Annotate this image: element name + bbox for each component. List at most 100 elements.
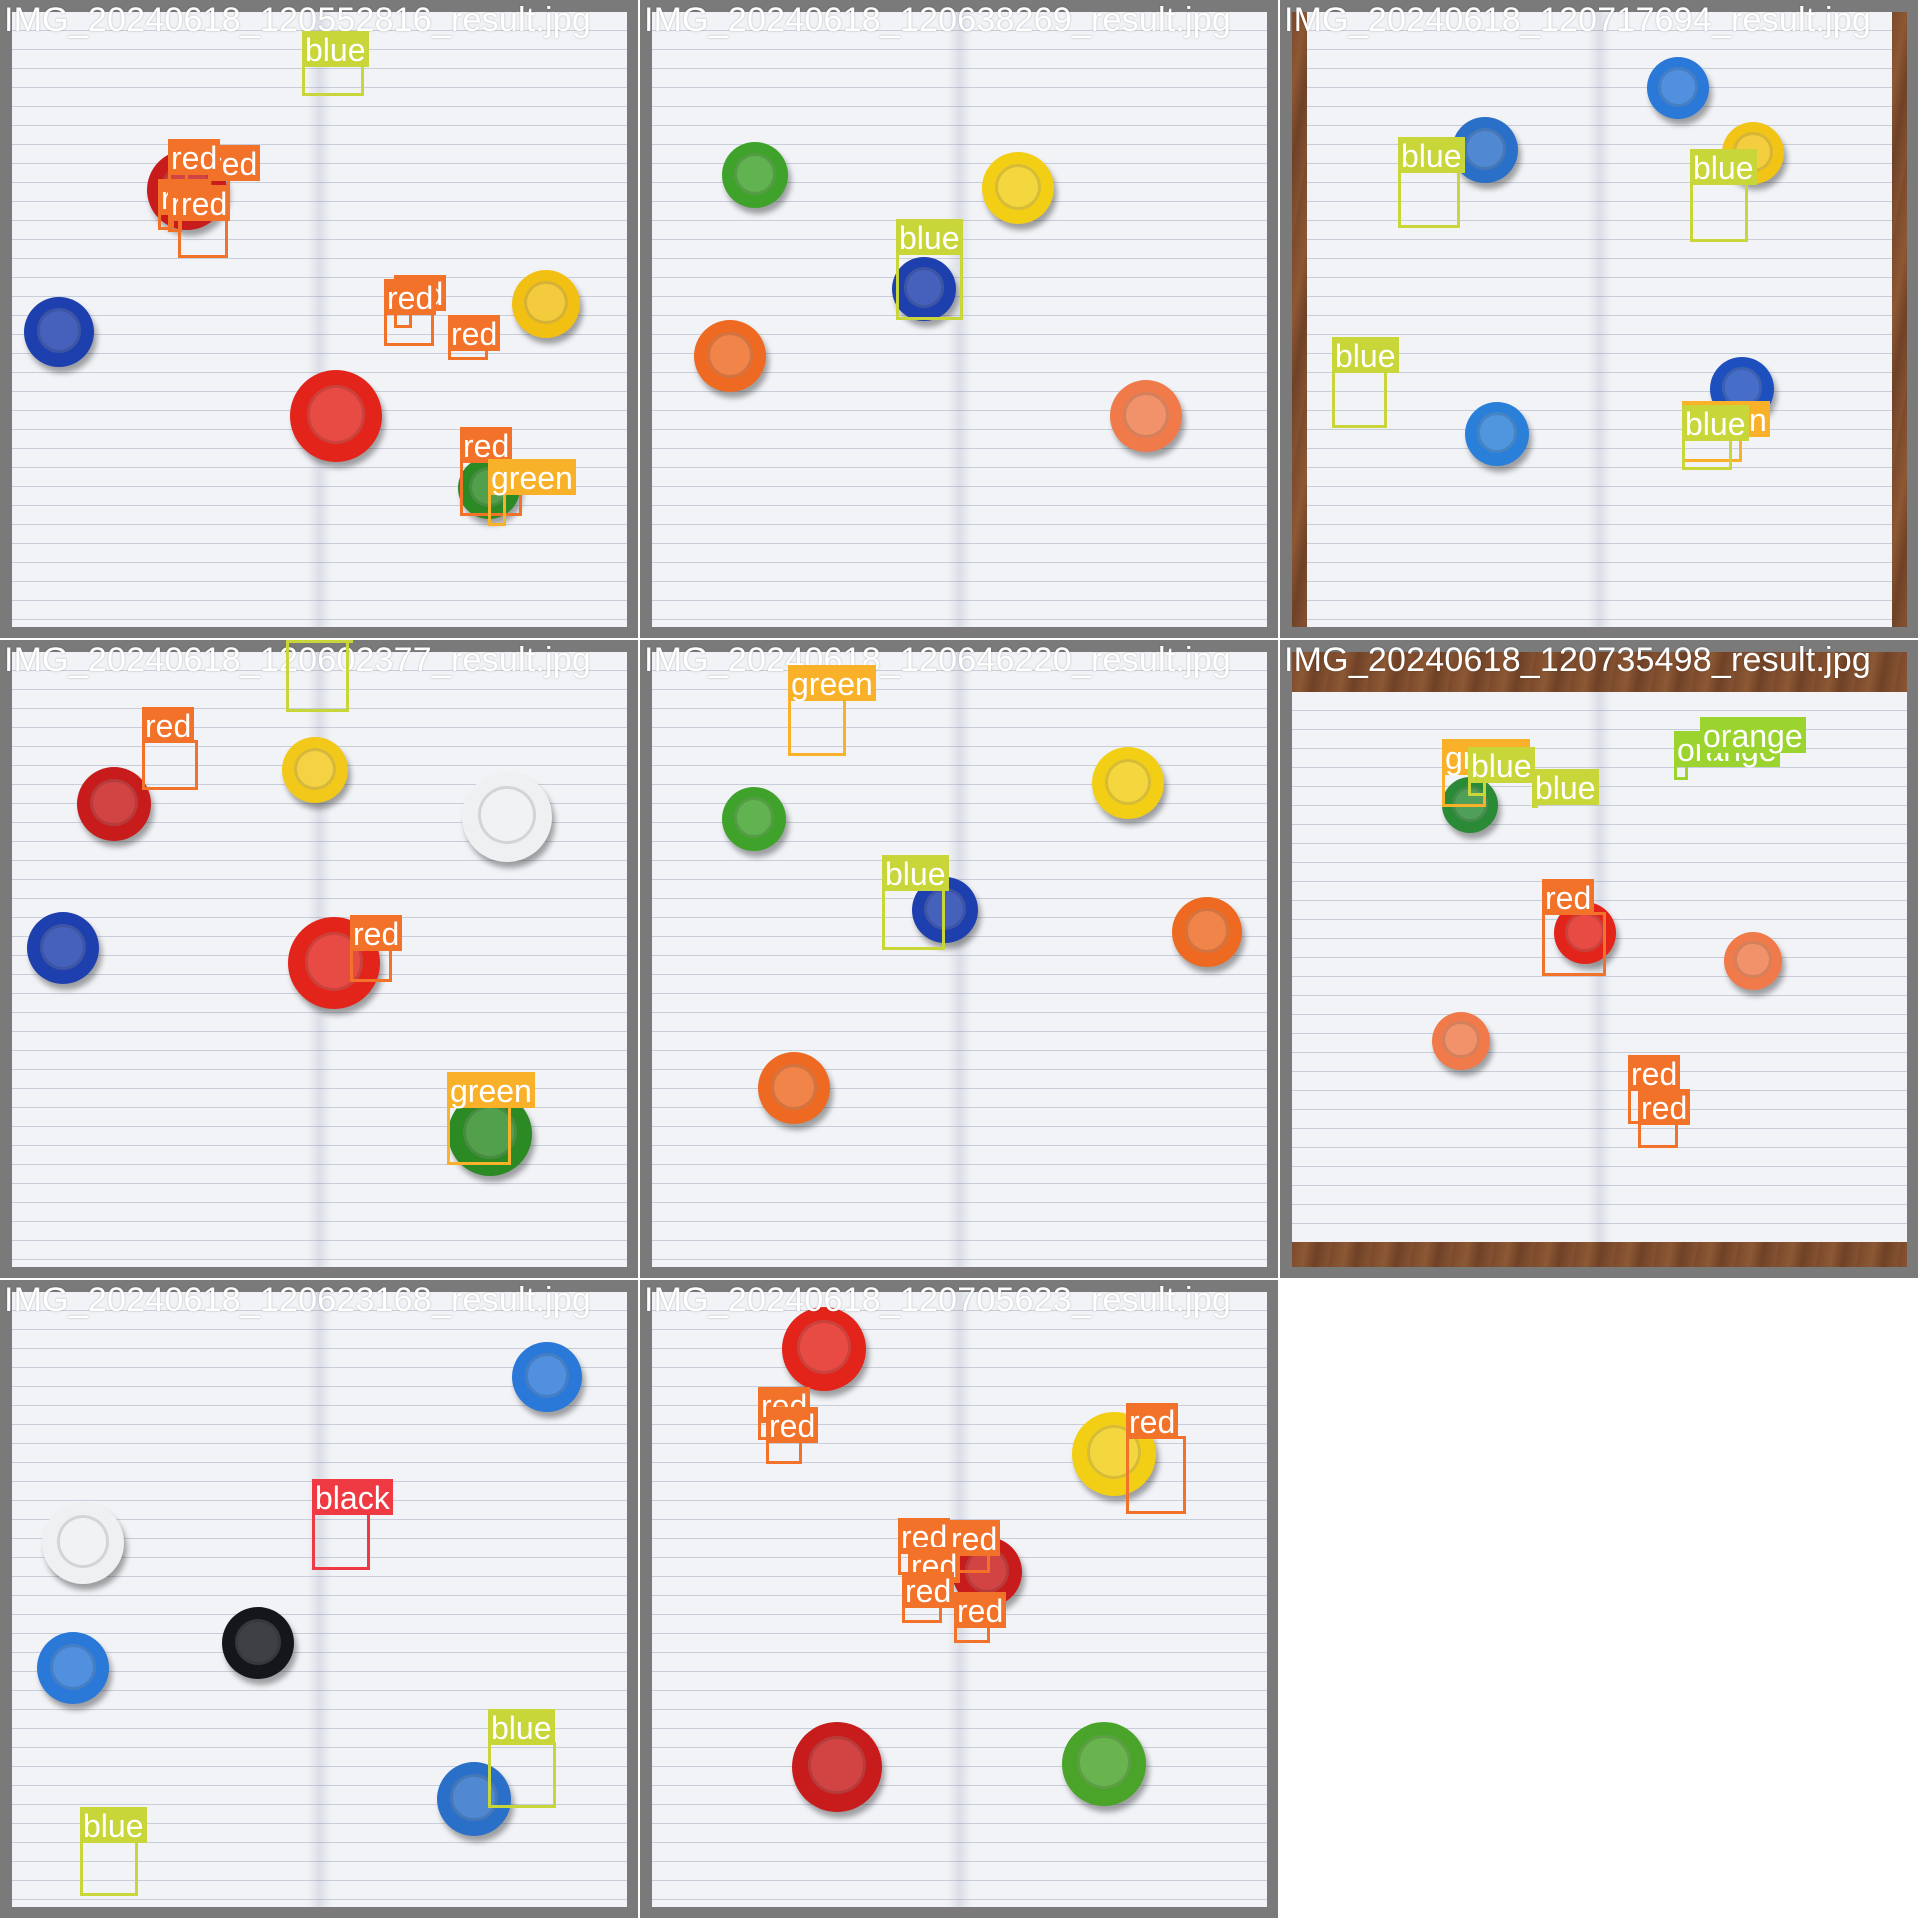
detection-box-red[interactable]: red [448, 315, 501, 360]
detection-label: red [142, 707, 195, 744]
detection-label: red [460, 427, 513, 464]
detection-box-red[interactable]: red [1542, 879, 1606, 976]
result-tile[interactable]: IMG_20240618_120552816_result.jpg blue red… [0, 0, 640, 640]
result-image [652, 12, 1267, 627]
detection-box-red[interactable]: red [1126, 1403, 1186, 1514]
detection-label: blue [896, 219, 963, 256]
detection-box-orange[interactable]: orange [1700, 717, 1806, 764]
result-image [12, 1292, 627, 1907]
bottle-cap [722, 142, 788, 208]
image-filename: IMG_20240618_120735498_result.jpg [1284, 641, 1871, 679]
bottle-cap [982, 152, 1054, 224]
detection-box-blue[interactable]: blue [1532, 769, 1599, 808]
detection-label: green [488, 459, 576, 496]
result-tile[interactable]: IMG_20240618_120735498_result.jpggreenbl… [1280, 640, 1920, 1280]
image-filename: IMG_20240618_120705623_result.jpg [644, 1281, 1231, 1319]
detection-box-green[interactable]: green [788, 665, 876, 756]
detection-box-red[interactable]: red [384, 279, 437, 346]
table-surface [1892, 12, 1907, 627]
detection-box-blue[interactable]: blue [302, 31, 369, 96]
detection-label: red [1638, 1089, 1691, 1126]
detection-box-red[interactable]: red [1638, 1089, 1691, 1148]
detection-box-blue[interactable]: blue [1690, 149, 1757, 242]
detection-box-blue[interactable]: blue [488, 1709, 556, 1808]
bottle-cap [694, 320, 766, 392]
result-image [652, 652, 1267, 1267]
detection-label: blue [1690, 149, 1757, 186]
detection-label: blue [1468, 747, 1535, 784]
detection-box-red[interactable]: red [142, 707, 198, 790]
detection-box-red[interactable]: red [460, 427, 522, 516]
bottle-cap [758, 1052, 830, 1124]
detection-label: red [448, 315, 501, 352]
detection-box-red[interactable]: red [902, 1572, 955, 1623]
image-filename: IMG_20240618_120717694_result.jpg [1284, 1, 1871, 39]
result-image [12, 652, 627, 1267]
detection-box-blue[interactable]: blue [1332, 337, 1399, 428]
detection-label: blue [1332, 337, 1399, 374]
detection-label: blue [302, 31, 369, 68]
detection-label: red [168, 139, 221, 176]
detection-label: blue [286, 640, 353, 644]
bottle-cap [42, 1502, 124, 1584]
notebook-page [1307, 12, 1892, 627]
result-tile[interactable]: IMG_20240618_120705623_result.jpg red red r… [640, 1280, 1280, 1920]
detection-label: blue [488, 1709, 555, 1746]
detection-label: blue [882, 855, 949, 892]
bottle-cap [77, 767, 151, 841]
bottle-cap [1172, 897, 1242, 967]
table-surface [1292, 1242, 1907, 1267]
detection-box-blue[interactable]: blue [1682, 405, 1749, 470]
table-surface [1292, 12, 1307, 627]
image-filename: IMG_20240618_120646220_result.jpg [644, 641, 1231, 679]
bottle-cap [222, 1607, 294, 1679]
detection-label: red [766, 1407, 819, 1444]
bottle-cap [1092, 747, 1164, 819]
detection-box-orange[interactable]: orange [1674, 731, 1780, 780]
detection-box-black[interactable]: black [312, 1479, 393, 1570]
image-filename: IMG_20240618_120638269_result.jpg [644, 1, 1231, 39]
table-surface [1292, 652, 1907, 692]
detection-box-red[interactable]: red [954, 1592, 1007, 1643]
detection-label: red [1628, 1055, 1681, 1092]
detection-box-green[interactable]: green [447, 1072, 535, 1165]
bottle-cap [282, 737, 348, 803]
detection-box-blue[interactable]: blue [896, 219, 963, 320]
detection-box-blue[interactable]: blue [286, 640, 353, 712]
bottle-cap [792, 1722, 882, 1812]
bottle-cap [1110, 380, 1182, 452]
detection-label: red [350, 915, 403, 952]
bottle-cap [1724, 932, 1782, 990]
bottle-cap [1062, 1722, 1146, 1806]
result-tile[interactable]: IMG_20240618_120646220_result.jpg green bl… [640, 640, 1280, 1280]
detection-box-blue[interactable]: blue [1398, 137, 1465, 228]
detection-box-blue[interactable]: blue [80, 1807, 147, 1896]
detection-box-red[interactable]: red [168, 139, 221, 194]
bottle-cap [1452, 117, 1518, 183]
notebook-page [1292, 692, 1907, 1242]
detection-box-red[interactable]: red [350, 915, 403, 982]
bottle-cap [462, 772, 552, 862]
result-image [12, 12, 627, 627]
detection-box-blue[interactable]: blue [1468, 747, 1535, 796]
detection-label: orange [1700, 717, 1806, 754]
bottle-cap [1465, 402, 1529, 466]
detection-label: blue [80, 1807, 147, 1844]
bottle-cap [512, 270, 580, 338]
detection-box-red[interactable]: red [178, 185, 231, 258]
detection-box-green[interactable]: green [488, 459, 576, 526]
detection-label: black [312, 1479, 393, 1516]
detection-box-red[interactable]: red [766, 1407, 819, 1464]
result-image [1292, 12, 1907, 627]
image-filename: IMG_20240618_120623168_result.jpg [4, 1281, 591, 1319]
detection-label: green [447, 1072, 535, 1109]
detection-box-blue[interactable]: blue [882, 855, 949, 950]
bottle-cap [27, 912, 99, 984]
detection-label: red [1542, 879, 1595, 916]
detection-label: blue [1682, 405, 1749, 442]
